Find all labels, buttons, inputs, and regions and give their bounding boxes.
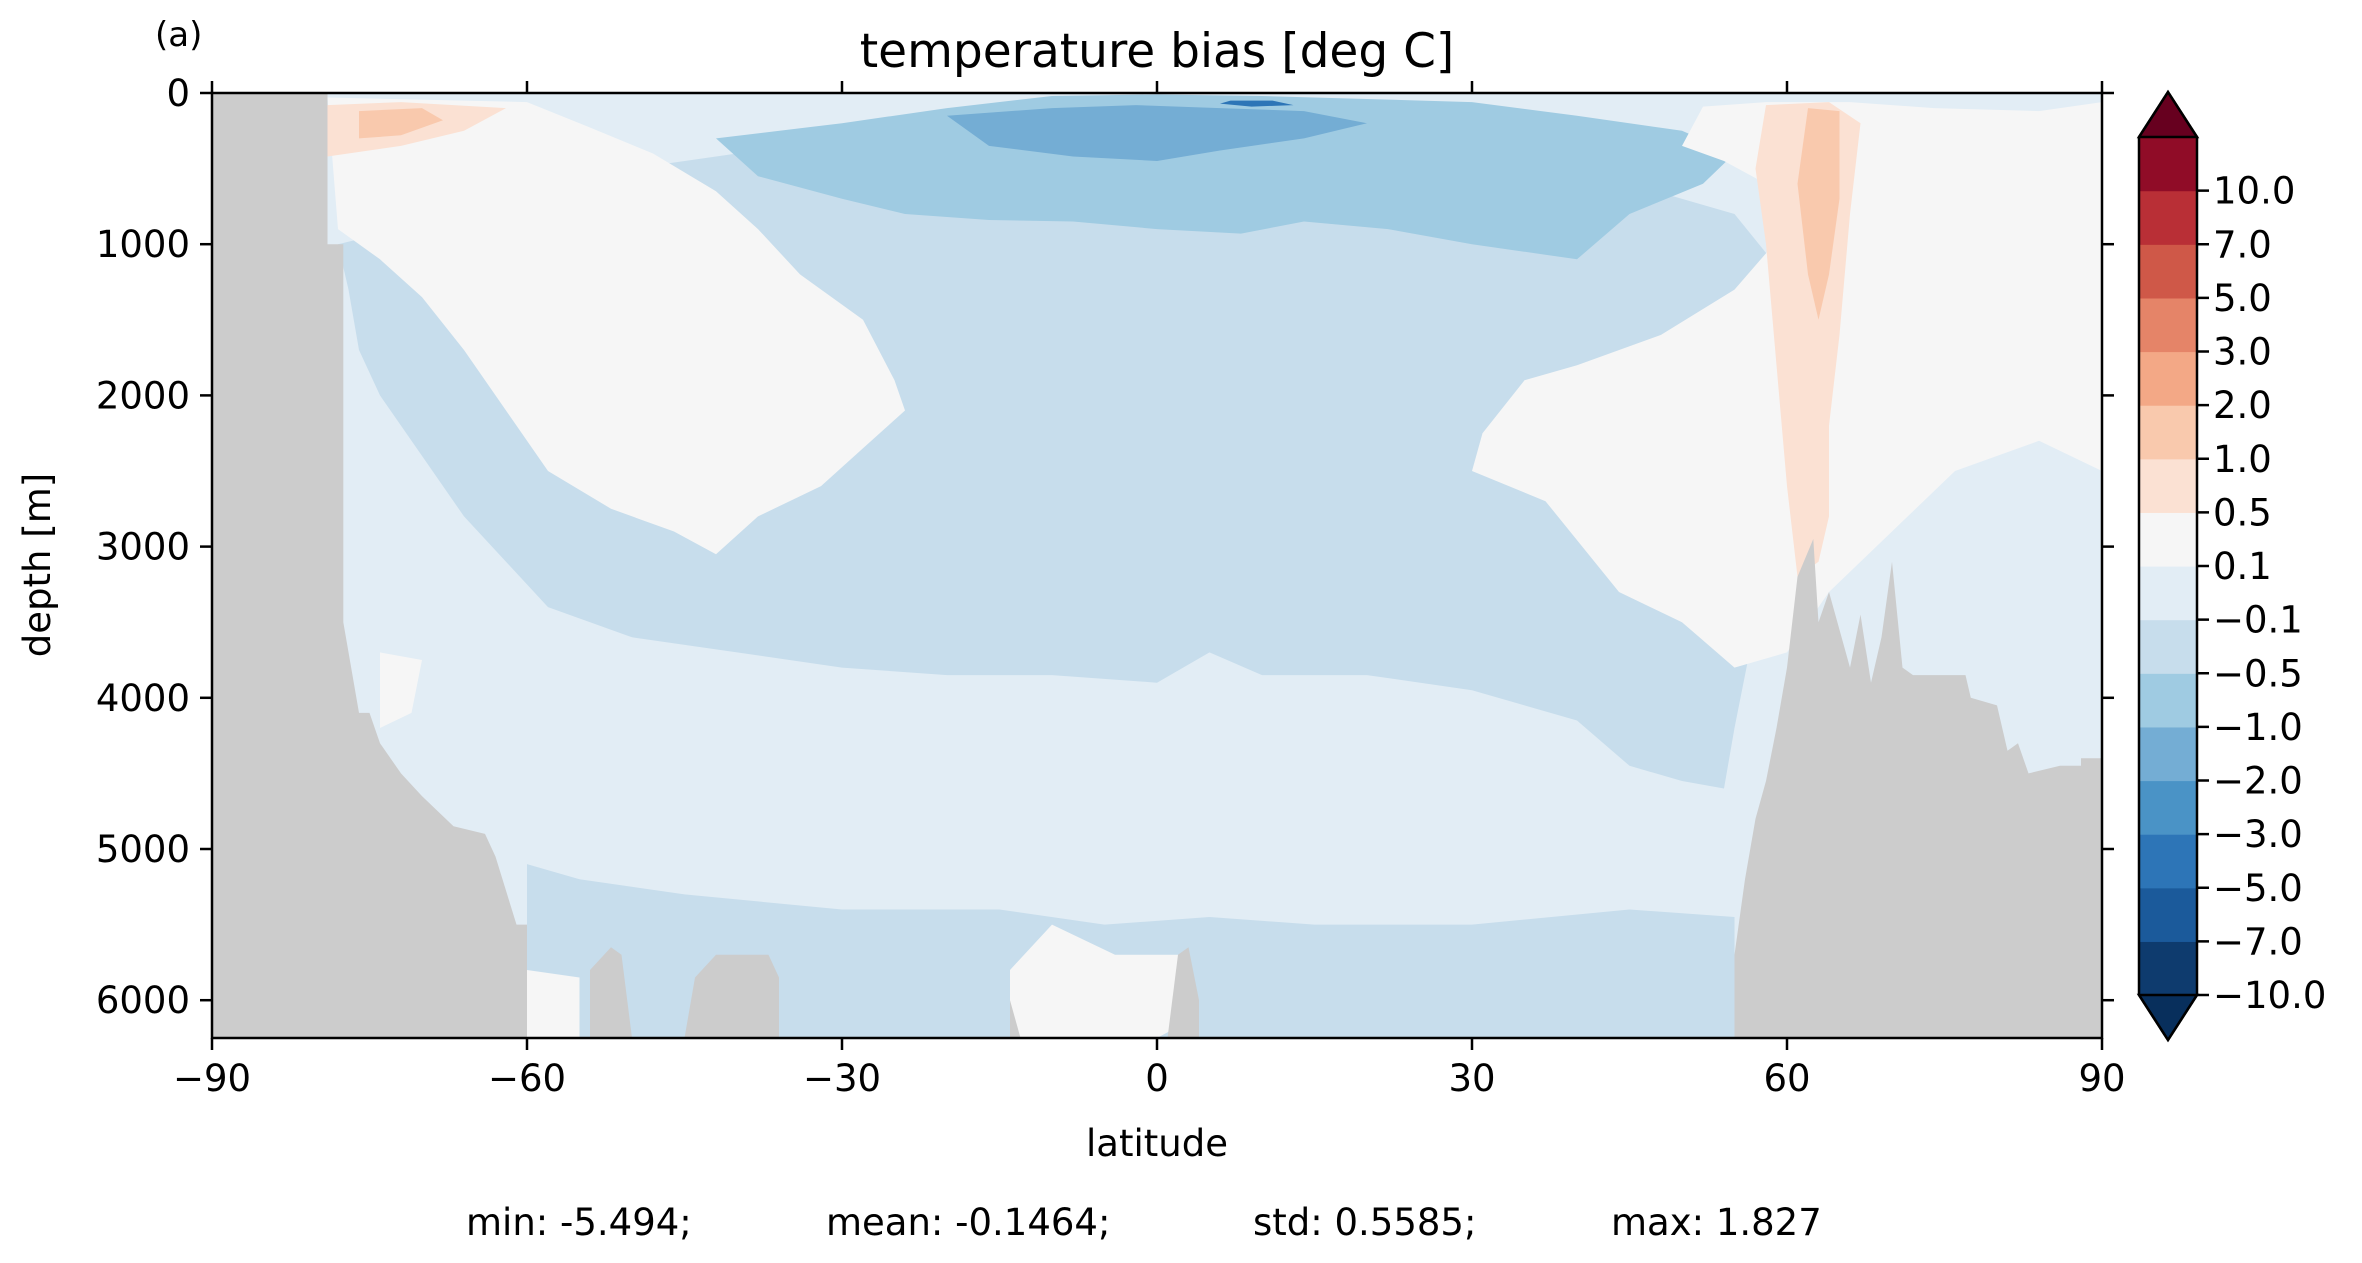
bias-region-2 bbox=[716, 94, 1735, 260]
colorbar-band bbox=[2139, 941, 2197, 996]
colorbar-band bbox=[2139, 619, 2197, 674]
colorbar-band bbox=[2139, 351, 2197, 406]
colorbar-band bbox=[2139, 297, 2197, 353]
y-tick-label: 1000 bbox=[96, 223, 190, 266]
colorbar-tick-label: −0.5 bbox=[2213, 652, 2303, 695]
stat-min: min: -5.494; bbox=[466, 1201, 692, 1244]
colorbar-tick-label: 3.0 bbox=[2213, 331, 2272, 374]
colorbar-tick-label: 0.1 bbox=[2213, 545, 2272, 588]
colorbar-tick-label: 2.0 bbox=[2213, 384, 2272, 427]
stat-mean: mean: -0.1464; bbox=[826, 1201, 1110, 1244]
land-polygon-0 bbox=[212, 93, 527, 1038]
x-tick-label: 0 bbox=[1145, 1057, 1169, 1100]
x-tick-label: −90 bbox=[173, 1057, 251, 1100]
y-tick-label: 3000 bbox=[96, 526, 190, 569]
bias-field bbox=[327, 94, 2102, 1038]
colorbar-tick-label: 5.0 bbox=[2213, 277, 2272, 320]
colorbar-tick-label: 7.0 bbox=[2213, 223, 2272, 266]
y-tick-label: 4000 bbox=[96, 677, 190, 720]
y-axis-ticks: 0 1000 2000 3000 4000 5000 6000 bbox=[96, 72, 2114, 1022]
colorbar-tick-label: −2.0 bbox=[2213, 760, 2303, 803]
y-tick-label: 5000 bbox=[96, 828, 190, 871]
stat-max: max: 1.827 bbox=[1611, 1201, 1822, 1244]
colorbar-band bbox=[2139, 566, 2197, 621]
land-mask bbox=[212, 93, 2102, 1038]
bias-region-5 bbox=[327, 97, 905, 555]
colorbar-tick-label: −0.1 bbox=[2213, 599, 2303, 642]
colorbar-extend-max bbox=[2136, 89, 2200, 139]
bias-region-13 bbox=[527, 970, 580, 1038]
colorbar-tick-label: −10.0 bbox=[2213, 974, 2326, 1017]
bias-region-14 bbox=[1010, 924, 1199, 1038]
x-tick-label: 90 bbox=[2078, 1057, 2125, 1100]
land-polygon-1 bbox=[590, 947, 632, 1038]
bias-region-9 bbox=[359, 108, 443, 139]
land-polygon-4 bbox=[1167, 947, 1199, 1038]
x-tick-label: 30 bbox=[1448, 1057, 1495, 1100]
land-polygon-3 bbox=[1010, 1000, 1021, 1038]
land-polygon-2 bbox=[684, 954, 779, 1038]
chart-title: temperature bias [deg C] bbox=[860, 24, 1455, 79]
colorbar-tick-label: 10.0 bbox=[2213, 170, 2295, 213]
colorbar-band bbox=[2139, 137, 2197, 192]
colorbar-band bbox=[2139, 244, 2197, 299]
colorbar-band bbox=[2139, 834, 2197, 889]
colorbar: −10.0 −7.0 −5.0 −3.0 −2.0 −1.0 −0.5 −0.1 0.1 0.5 1… bbox=[2136, 89, 2326, 1043]
colorbar-tick-label: −5.0 bbox=[2213, 867, 2303, 910]
x-tick-label: −30 bbox=[803, 1057, 881, 1100]
x-tick-label: −60 bbox=[488, 1057, 566, 1100]
colorbar-band bbox=[2139, 458, 2197, 513]
colorbar-band bbox=[2139, 512, 2197, 567]
colorbar-tick-label: −3.0 bbox=[2213, 813, 2303, 856]
colorbar-band bbox=[2139, 405, 2197, 460]
y-tick-label: 6000 bbox=[96, 979, 190, 1022]
bias-region-1 bbox=[527, 864, 1735, 1038]
x-axis-label: latitude bbox=[1086, 1122, 1228, 1165]
colorbar-tick-label: −1.0 bbox=[2213, 706, 2303, 749]
bias-region-12 bbox=[380, 652, 422, 728]
y-tick-label: 2000 bbox=[96, 374, 190, 417]
x-axis-ticks: −90 −60 −30 0 30 60 90 bbox=[173, 81, 2126, 1100]
colorbar-outline bbox=[2137, 89, 2199, 1043]
x-tick-label: 60 bbox=[1763, 1057, 1810, 1100]
plot-area bbox=[212, 93, 2102, 1038]
panel-label: (a) bbox=[155, 15, 202, 55]
colorbar-tick-label: 0.5 bbox=[2213, 491, 2272, 534]
colorbar-tick-label: 1.0 bbox=[2213, 438, 2272, 481]
summary-statistics: min: -5.494; mean: -0.1464; std: 0.5585;… bbox=[466, 1201, 1822, 1244]
y-axis-label: depth [m] bbox=[16, 473, 59, 657]
stat-std: std: 0.5585; bbox=[1253, 1201, 1476, 1244]
colorbar-extend-min bbox=[2136, 993, 2200, 1043]
bias-region-3 bbox=[947, 105, 1367, 161]
colorbar-band bbox=[2139, 780, 2197, 835]
colorbar-band bbox=[2139, 726, 2197, 782]
colorbar-band bbox=[2139, 190, 2197, 245]
colorbar-tick-label: −7.0 bbox=[2213, 920, 2303, 963]
colorbar-band bbox=[2139, 673, 2197, 728]
y-tick-label: 0 bbox=[166, 72, 190, 115]
land-polygon-5 bbox=[1734, 539, 2102, 1038]
bias-region-10 bbox=[1797, 108, 1840, 320]
colorbar-band bbox=[2139, 887, 2197, 942]
bias-region-4 bbox=[1220, 100, 1294, 107]
